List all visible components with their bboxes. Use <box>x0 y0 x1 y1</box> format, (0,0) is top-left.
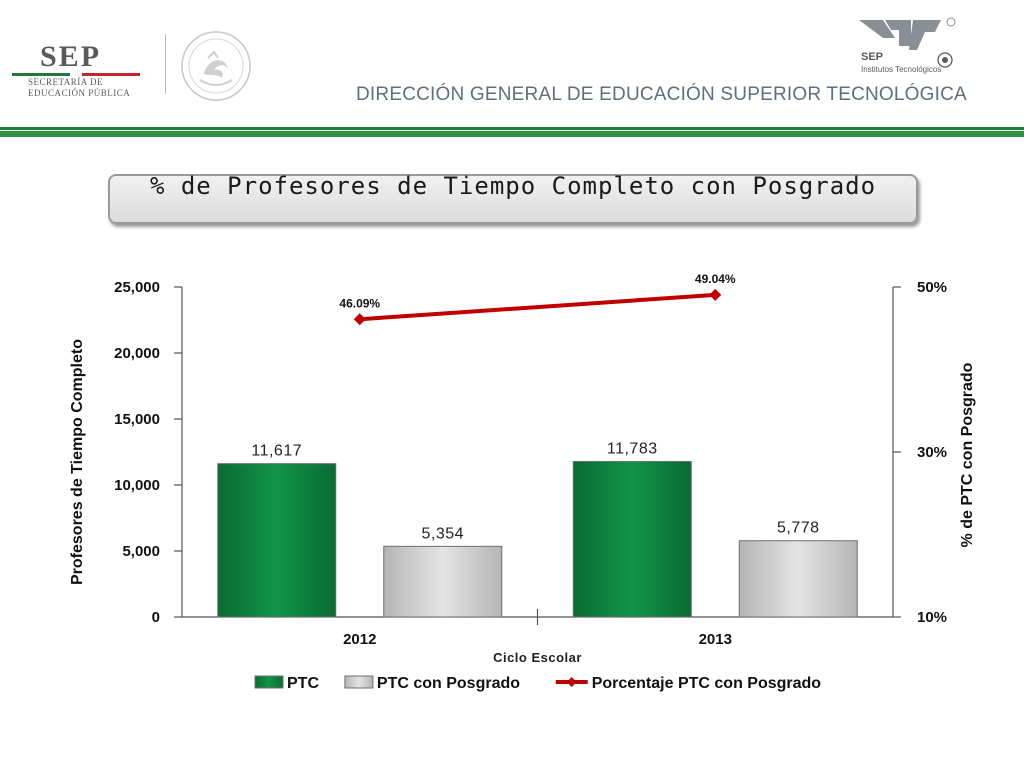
bar-data-label: 5,354 <box>421 525 464 542</box>
bar-ptc <box>572 460 692 618</box>
line-data-label: 46.09% <box>339 296 380 310</box>
bar-data-label: 5,778 <box>777 520 820 537</box>
legend-swatch <box>344 675 374 689</box>
x-tick-label: 2013 <box>699 631 732 648</box>
legend-label: Porcentaje PTC con Posgrado <box>592 675 822 692</box>
bar-ptc <box>217 463 337 618</box>
title-box <box>108 174 918 224</box>
y-tick-label: 10,000 <box>114 477 160 494</box>
y2-tick-label: 30% <box>917 444 947 461</box>
tecnologicos-logo-subtitle: Institutos Tecnológicos <box>861 65 941 74</box>
bar-ptc-con-posgrado <box>738 540 858 618</box>
bar-ptc-con-posgrado <box>383 545 503 618</box>
legend-swatch <box>254 675 284 689</box>
line-marker <box>353 313 366 326</box>
bar-data-label: 11,617 <box>251 443 302 460</box>
y-tick-label: 0 <box>152 609 160 626</box>
bar-data-label: 11,783 <box>607 440 658 457</box>
y-tick-label: 20,000 <box>114 345 160 362</box>
slide-title: % de Profesores de Tiempo Completo con P… <box>149 172 877 200</box>
y2-axis-title: % de PTC con Posgrado <box>959 362 976 547</box>
mexico-seal-icon <box>181 31 251 101</box>
sep-logo-subtitle-line2: EDUCACIÓN PÚBLICA <box>28 88 131 98</box>
sep-logo-text: SEP <box>40 40 102 73</box>
sep-logo-green-rule <box>12 73 70 76</box>
line-marker <box>709 288 722 301</box>
y-tick-label: 15,000 <box>114 411 160 428</box>
line-porcentaje-ptc-con-posgrado <box>359 292 716 322</box>
y-tick-label: 25,000 <box>114 279 160 296</box>
header-title: DIRECCIÓN GENERAL DE EDUCACIÓN SUPERIOR … <box>356 84 967 105</box>
sep-logo-red-rule <box>82 73 140 76</box>
logo-divider <box>165 34 166 94</box>
legend-swatch-marker <box>566 677 577 687</box>
y2-tick-label: 10% <box>917 609 947 626</box>
header-green-band-thick <box>0 131 1024 137</box>
y2-tick-label: 50% <box>917 279 947 296</box>
header-green-band <box>0 127 1024 130</box>
x-tick-label: 2012 <box>343 631 376 648</box>
tecnologicos-logo: SEP Institutos Tecnológicos <box>859 17 956 74</box>
legend-label: PTC <box>287 675 319 692</box>
y-axis-title: Profesores de Tiempo Completo <box>69 339 86 585</box>
x-axis-title: Ciclo Escolar <box>493 650 582 665</box>
legend-label: PTC con Posgrado <box>377 675 520 692</box>
tecnologicos-logo-sep: SEP <box>861 51 883 63</box>
sep-logo-subtitle-line1: SECRETARÍA DE <box>28 77 104 87</box>
line-data-label: 49.04% <box>695 272 736 286</box>
y-tick-label: 5,000 <box>122 543 160 560</box>
